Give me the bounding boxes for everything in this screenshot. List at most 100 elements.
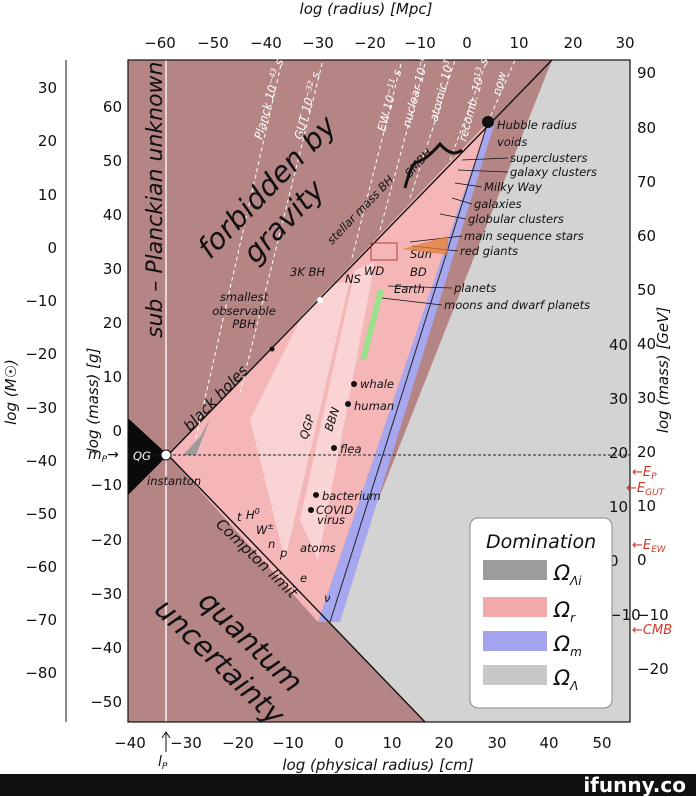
svg-text:−20: −20 — [90, 531, 122, 549]
bh3k-label: 3K BH — [290, 265, 325, 279]
svg-text:galaxies: galaxies — [474, 197, 522, 211]
svg-text:−50: −50 — [197, 34, 229, 52]
bottom-axis-ticks: −40 −30 −20 −10 0 10 20 30 40 50 — [114, 734, 611, 752]
svg-text:−30: −30 — [170, 734, 202, 752]
matter-band — [318, 122, 495, 622]
legend-item-matter: Ωm — [553, 632, 582, 659]
svg-text:50: 50 — [637, 281, 656, 299]
svg-text:BD: BD — [410, 265, 427, 279]
particle-labels: t H0 W± n p — [237, 507, 287, 560]
svg-text:Milky Way: Milky Way — [484, 180, 542, 194]
svg-text:bacterium: bacterium — [322, 489, 381, 503]
svg-text:t: t — [237, 510, 242, 524]
svg-text:40: 40 — [637, 335, 656, 353]
svg-text:30: 30 — [609, 390, 628, 408]
svg-text:smallest: smallest — [220, 290, 269, 304]
svg-text:planets: planets — [453, 281, 496, 295]
svg-text:whale: whale — [360, 377, 394, 391]
svg-text:10: 10 — [609, 498, 628, 516]
svg-text:20: 20 — [637, 443, 656, 461]
left-outer-title: log (M☉) — [2, 359, 20, 425]
svg-text:−60: −60 — [144, 34, 176, 52]
svg-text:human: human — [354, 399, 394, 413]
legend-item-lambda-i: ΩΛi — [553, 561, 582, 588]
structure-labels: voids superclusters galaxy clusters Milk… — [345, 135, 597, 312]
svg-text:−30: −30 — [302, 34, 334, 52]
svg-text:40: 40 — [609, 336, 628, 354]
svg-text:EW 10−11 s: EW 10−11 s — [374, 68, 404, 133]
svg-text:−20: −20 — [222, 734, 254, 752]
svg-text:moons and dwarf planets: moons and dwarf planets — [444, 298, 590, 312]
planets-band — [360, 290, 384, 360]
top-axis-ticks: −60 −50 −40 −30 −20 −10 0 10 20 30 — [144, 34, 634, 52]
planckian-unknown-label: sub – Planckian unknown — [143, 62, 168, 339]
bh3k-point — [317, 297, 323, 303]
svg-text:PBH: PBH — [232, 317, 256, 331]
svg-text:80: 80 — [637, 119, 656, 137]
svg-text:W±: W± — [256, 522, 274, 537]
svg-text:50: 50 — [103, 152, 122, 170]
right-inner-title: log (mass) [GeV] — [654, 307, 672, 434]
svg-text:30: 30 — [615, 34, 634, 52]
smallest-pbh-label: smallest observable PBH — [212, 290, 276, 331]
living-objects: whale human flea bacterium COVID virus a… — [300, 377, 394, 605]
svg-text:20: 20 — [434, 734, 453, 752]
svg-text:e: e — [300, 571, 307, 585]
qgp-band-light — [250, 280, 350, 560]
svg-text:70: 70 — [637, 173, 656, 191]
lambda-initial-band — [183, 419, 210, 455]
top-axis-title: log (radius) [Mpc] — [300, 0, 433, 18]
svg-text:40: 40 — [539, 734, 558, 752]
compton-line — [167, 454, 426, 723]
svg-text:30: 30 — [103, 260, 122, 278]
svg-text:now: now — [489, 70, 509, 97]
svg-text:30: 30 — [487, 734, 506, 752]
svg-text:−10: −10 — [404, 34, 436, 52]
svg-text:20: 20 — [38, 132, 57, 150]
smbh-brace — [403, 141, 463, 189]
svg-text:50: 50 — [592, 734, 611, 752]
bottom-axis-title: log (physical radius) [cm] — [282, 756, 473, 774]
svg-text:−20: −20 — [354, 34, 386, 52]
svg-text:H0: H0 — [246, 507, 260, 522]
svg-text:GUT 10−32 s: GUT 10−32 s — [291, 70, 322, 140]
epoch-lines — [195, 59, 516, 439]
svg-text:virus: virus — [317, 513, 345, 527]
svg-text:10: 10 — [637, 497, 656, 515]
svg-text:galaxy clusters: galaxy clusters — [510, 165, 597, 179]
svg-text:←CMB: ←CMB — [632, 623, 672, 638]
svg-text:−40: −40 — [250, 34, 282, 52]
svg-text:←EP: ←EP — [632, 465, 657, 482]
planck-length-label: lP — [158, 754, 168, 772]
svg-text:←EGUT: ←EGUT — [626, 481, 666, 498]
pbh-point — [269, 346, 275, 352]
svg-text:10: 10 — [382, 734, 401, 752]
quantum-gravity-black — [128, 418, 168, 495]
svg-text:superclusters: superclusters — [510, 151, 588, 165]
svg-text:COVID: COVID — [316, 503, 353, 517]
svg-text:NS: NS — [345, 272, 361, 286]
svg-text:−40: −40 — [25, 452, 57, 470]
svg-text:WD: WD — [364, 264, 384, 278]
svg-text:−50: −50 — [90, 693, 122, 711]
svg-text:10: 10 — [38, 186, 57, 204]
svg-text:−10: −10 — [272, 734, 304, 752]
svg-text:0: 0 — [112, 422, 122, 440]
svg-text:−10: −10 — [25, 292, 57, 310]
svg-text:atoms: atoms — [300, 541, 336, 555]
svg-text:0: 0 — [334, 734, 344, 752]
svg-text:0: 0 — [637, 551, 647, 569]
svg-text:30: 30 — [637, 389, 656, 407]
svg-text:20: 20 — [609, 444, 628, 462]
svg-text:−20: −20 — [25, 345, 57, 363]
svg-text:←EEW: ←EEW — [632, 538, 667, 555]
left-inner-title: log (mass) [g] — [84, 347, 102, 452]
svg-text:observable: observable — [212, 304, 276, 318]
instanton-label: instanton — [147, 474, 201, 488]
forbidden-dark-top — [128, 60, 552, 455]
svg-text:Earth: Earth — [394, 282, 425, 296]
svg-text:0: 0 — [47, 239, 57, 257]
legend-item-radiation: Ωr — [553, 598, 576, 625]
planck-point — [160, 449, 172, 461]
